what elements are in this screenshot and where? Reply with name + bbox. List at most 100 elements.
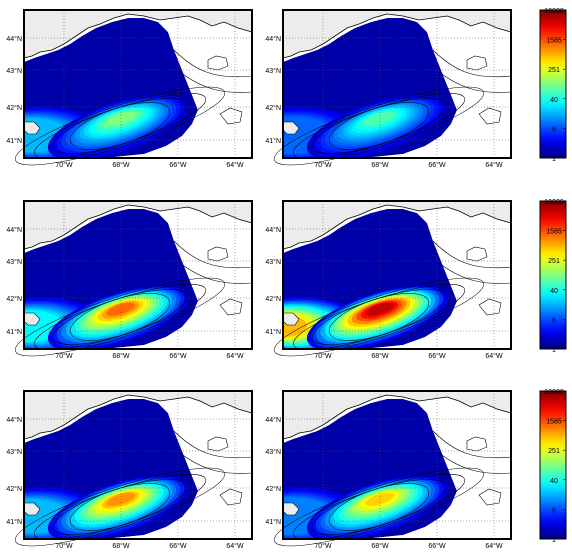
shelf-break-contour	[432, 49, 512, 78]
lat-tick-label: 41°N	[6, 137, 22, 145]
colorbar-gradient	[539, 390, 567, 540]
lon-tick-label: 66°W	[428, 542, 446, 550]
offshore-bank-contour	[207, 436, 229, 452]
lat-tick-label: 41°N	[265, 328, 281, 336]
colorbar-tick-label: 1	[552, 156, 556, 163]
shelf-break-contour	[179, 452, 253, 474]
lon-tick-label: 66°W	[169, 542, 187, 550]
lat-tick-label: 42°N	[265, 485, 281, 493]
land-area	[23, 390, 253, 440]
colorbar-tick-label: 1585	[546, 38, 562, 45]
abundance-field	[24, 399, 198, 538]
lon-tick-label: 70°W	[314, 352, 332, 360]
lat-tick-label: 42°N	[265, 104, 281, 112]
offshore-bank-contour	[219, 298, 243, 316]
colorbar-tick-label: 10000	[544, 199, 564, 206]
colorbar-tick-label: 40	[550, 97, 558, 104]
colorbar-tick-label: 40	[550, 478, 558, 485]
lon-tick-label: 70°W	[55, 352, 73, 360]
land-area	[23, 200, 253, 250]
shelf-break-contour	[432, 240, 512, 269]
lon-tick-label: 64°W	[485, 161, 503, 169]
shelf-break-contour	[438, 452, 512, 474]
colorbar-top-svg: 10000 1585 251 40 6 1	[539, 8, 567, 163]
lon-tick-label: 68°W	[112, 161, 130, 169]
colorbar-tick-label: 251	[548, 67, 560, 74]
bathymetry-contour	[273, 467, 485, 547]
lat-tick-label: 43°N	[6, 67, 22, 75]
lat-tick-label: 41°N	[265, 137, 281, 145]
lat-tick-label: 42°N	[265, 295, 281, 303]
shelf-contour-band	[24, 310, 65, 342]
colorbar-tick-label: 251	[548, 258, 560, 265]
lon-tick-label: 68°W	[371, 161, 389, 169]
colorbar-bottom: 10000 1585 251 40 6 1	[539, 389, 570, 544]
lat-tick-label: 43°N	[6, 258, 22, 266]
shelf-break-contour	[179, 71, 253, 93]
bathymetry-contour	[273, 277, 485, 357]
bathymetry-contour	[273, 86, 485, 166]
colorbar-middle: 10000 1585 251 40 6 1	[539, 199, 570, 354]
lon-tick-label: 70°W	[314, 542, 332, 550]
bank-contour-band	[365, 492, 395, 506]
lat-tick-label: 42°N	[6, 104, 22, 112]
bank-contour-band	[106, 302, 136, 316]
colorbar-tick-label: 10000	[544, 389, 564, 396]
lon-tick-label: 66°W	[428, 352, 446, 360]
bathymetry-contour	[328, 102, 430, 150]
offshore-bank-contour	[466, 436, 488, 452]
abundance-field	[24, 209, 198, 348]
colorbar-tick-label: 1585	[546, 229, 562, 236]
bathymetry-contour	[14, 86, 226, 166]
colorbar-tick-label: 6	[552, 507, 556, 514]
map-middle-right: 70°W 68°W 66°W 64°W 44°N 43°N 42°N 41°N	[265, 200, 512, 360]
map-frame	[23, 390, 253, 540]
lon-tick-label: 68°W	[112, 542, 130, 550]
bank-contour-band	[365, 302, 395, 316]
bathymetry-contour	[69, 293, 171, 341]
offshore-bank-contour	[478, 488, 502, 506]
colorbar-tick-label: 251	[548, 448, 560, 455]
lat-tick-label: 42°N	[6, 485, 22, 493]
shelf-break-contour	[438, 262, 512, 284]
map-frame	[282, 9, 512, 159]
colorbar-tick-label: 1	[552, 347, 556, 354]
bathymetry-contour	[14, 277, 226, 357]
map-panel-top-left: 70°W 68°W 66°W 64°W 44°N 43°N 42°N 41°N	[6, 9, 253, 169]
offshore-bank-contour	[219, 107, 243, 125]
land-area	[282, 390, 512, 440]
lon-tick-label: 66°W	[428, 161, 446, 169]
lat-tick-label: 42°N	[6, 295, 22, 303]
lon-tick-label: 66°W	[169, 352, 187, 360]
colorbar-tick-label: 1585	[546, 419, 562, 426]
lon-tick-label: 66°W	[169, 161, 187, 169]
map-frame	[23, 200, 253, 350]
map-middle-left: 70°W 68°W 66°W 64°W 44°N 43°N 42°N 41°N	[6, 200, 253, 360]
bathymetry-contour	[328, 293, 430, 341]
lat-tick-label: 43°N	[265, 258, 281, 266]
map-top-left: 70°W 68°W 66°W 64°W 44°N 43°N 42°N 41°N	[6, 9, 253, 169]
map-bottom-left: 70°W 68°W 66°W 64°W 44°N 43°N 42°N 41°N	[6, 390, 253, 550]
lat-tick-label: 44°N	[6, 416, 22, 424]
lon-tick-label: 70°W	[314, 161, 332, 169]
bathymetry-contour	[328, 483, 430, 531]
offshore-bank-contour	[466, 55, 488, 71]
lat-tick-label: 44°N	[265, 416, 281, 424]
colorbar-gradient	[539, 200, 567, 350]
lat-tick-label: 44°N	[6, 226, 22, 234]
shelf-break-contour	[179, 262, 253, 284]
land-area	[282, 200, 512, 250]
map-frame	[282, 390, 512, 540]
lon-tick-label: 64°W	[226, 161, 244, 169]
shelf-break-contour	[438, 71, 512, 93]
lat-tick-label: 43°N	[265, 448, 281, 456]
bathymetry-contour	[69, 102, 171, 150]
map-panel-middle-left: 70°W 68°W 66°W 64°W 44°N 43°N 42°N 41°N	[6, 200, 253, 360]
lon-tick-label: 64°W	[485, 542, 503, 550]
colorbar-tick-label: 1	[552, 537, 556, 544]
map-panel-bottom-left: 70°W 68°W 66°W 64°W 44°N 43°N 42°N 41°N	[6, 390, 253, 550]
colorbar-middle-svg: 10000 1585 251 40 6 1	[539, 199, 567, 354]
abundance-field	[24, 18, 198, 157]
map-top-right: 70°W 68°W 66°W 64°W 44°N 43°N 42°N 41°N	[265, 9, 512, 169]
shelf-break-contour	[173, 240, 253, 269]
